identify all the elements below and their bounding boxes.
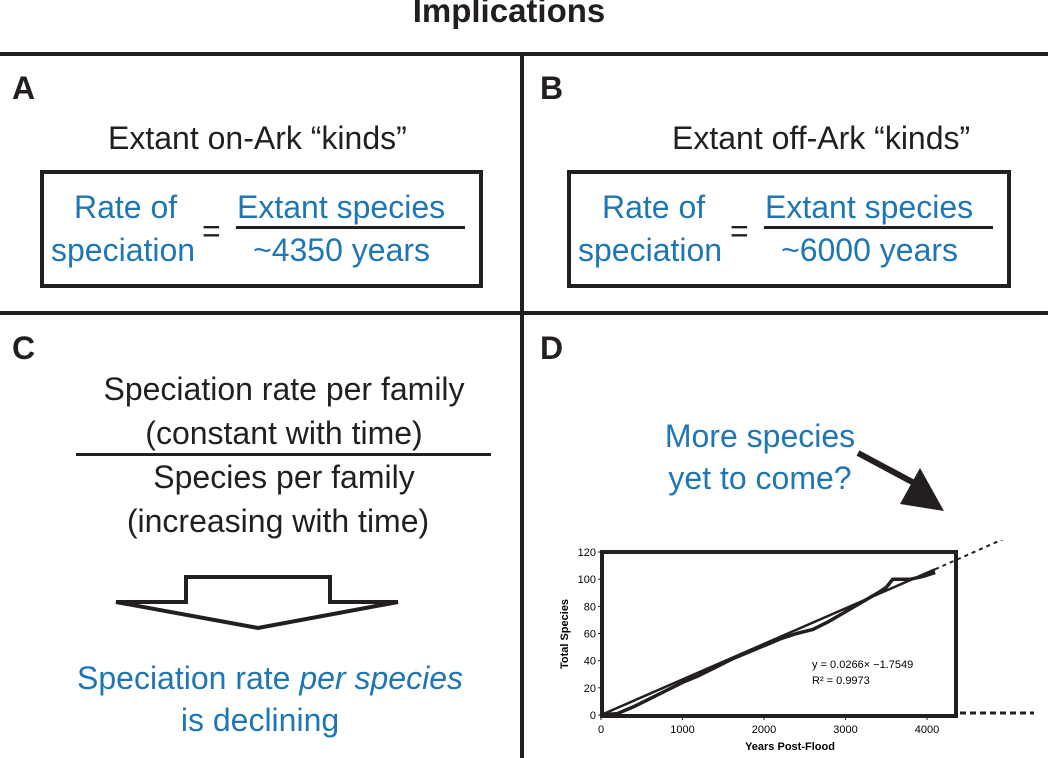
annotation-line2: yet to come? — [668, 460, 852, 496]
page-title: Implications — [412, 0, 606, 29]
panel-c-fraction-bar — [76, 453, 491, 456]
panel-c-numerator-line1: Speciation rate per family — [103, 371, 465, 407]
panel-b-heading: Extant off-Ark “kinds” — [672, 120, 971, 156]
x-axis-label: Years Post-Flood — [745, 741, 835, 753]
data-series-line — [600, 570, 936, 717]
middle-divider — [0, 311, 1048, 315]
panel-b-lhs-line1: Rate of — [602, 189, 706, 225]
panel-a-label: A — [12, 70, 36, 106]
panel-b-fraction-bar — [764, 226, 993, 229]
panel-a-lhs-line2: speciation — [51, 232, 196, 268]
y-tick-label: 120 — [578, 547, 596, 559]
panel-a-fraction-bar — [236, 226, 465, 229]
panel-b-equation-box — [567, 170, 1011, 288]
x-tick-label: 3000 — [833, 724, 857, 736]
panel-c-denominator-line1: Species per family — [153, 459, 415, 495]
panel-c-conclusion-line2: is declining — [180, 702, 340, 738]
panel-a-numerator: Extant species — [237, 189, 446, 225]
top-divider — [0, 52, 1048, 56]
y-tick-label: 40 — [584, 656, 596, 668]
trend-equation: y = 0.0266× −1.7549 — [812, 659, 913, 671]
r-squared: R² = 0.9973 — [812, 675, 870, 687]
panel-a-denominator: ~4350 years — [253, 232, 431, 268]
center-divider — [520, 54, 524, 758]
panel-c-label: C — [12, 330, 36, 366]
y-axis-label: Total Species — [559, 599, 571, 669]
x-tick-label: 1000 — [670, 724, 694, 736]
y-tick-label: 100 — [578, 574, 596, 586]
panel-b-lhs-line2: speciation — [578, 232, 723, 268]
annotation-line1: More species — [664, 418, 856, 454]
y-tick-label: 0 — [590, 710, 596, 722]
panel-b-label: B — [540, 70, 564, 106]
conclusion-text: Speciation rate — [77, 660, 300, 696]
panel-a-lhs-line1: Rate of — [74, 189, 178, 225]
panel-d-label: D — [540, 330, 564, 366]
panel-a-equation-box — [40, 170, 483, 288]
y-tick-label: 60 — [584, 629, 596, 641]
species-chart: 0 20 40 60 80 100 120 0 1000 2000 3000 4000 y = 0.… — [559, 540, 1034, 753]
panel-a-equals: = — [202, 213, 221, 249]
down-arrow-icon — [115, 575, 399, 631]
panel-b-numerator: Extant species — [765, 189, 974, 225]
x-tick-label: 0 — [598, 724, 604, 736]
panel-c-conclusion-line1: Speciation rate per species — [10, 660, 530, 697]
annotation-arrow-icon — [856, 450, 944, 511]
panel-c-numerator-line2: (constant with time) — [145, 415, 423, 451]
x-tick-label: 2000 — [752, 724, 776, 736]
y-tick-label: 80 — [584, 601, 596, 613]
panel-c-denominator-line2: (increasing with time) — [126, 503, 430, 539]
extrapolation-line — [934, 540, 1004, 571]
panel-b-equals: = — [730, 213, 749, 249]
panel-b-denominator: ~6000 years — [781, 232, 959, 268]
panel-a-heading: Extant on-Ark “kinds” — [108, 120, 407, 156]
x-tick-label: 4000 — [915, 724, 939, 736]
conclusion-italic: per species — [299, 660, 463, 696]
y-tick-label: 20 — [584, 683, 596, 695]
